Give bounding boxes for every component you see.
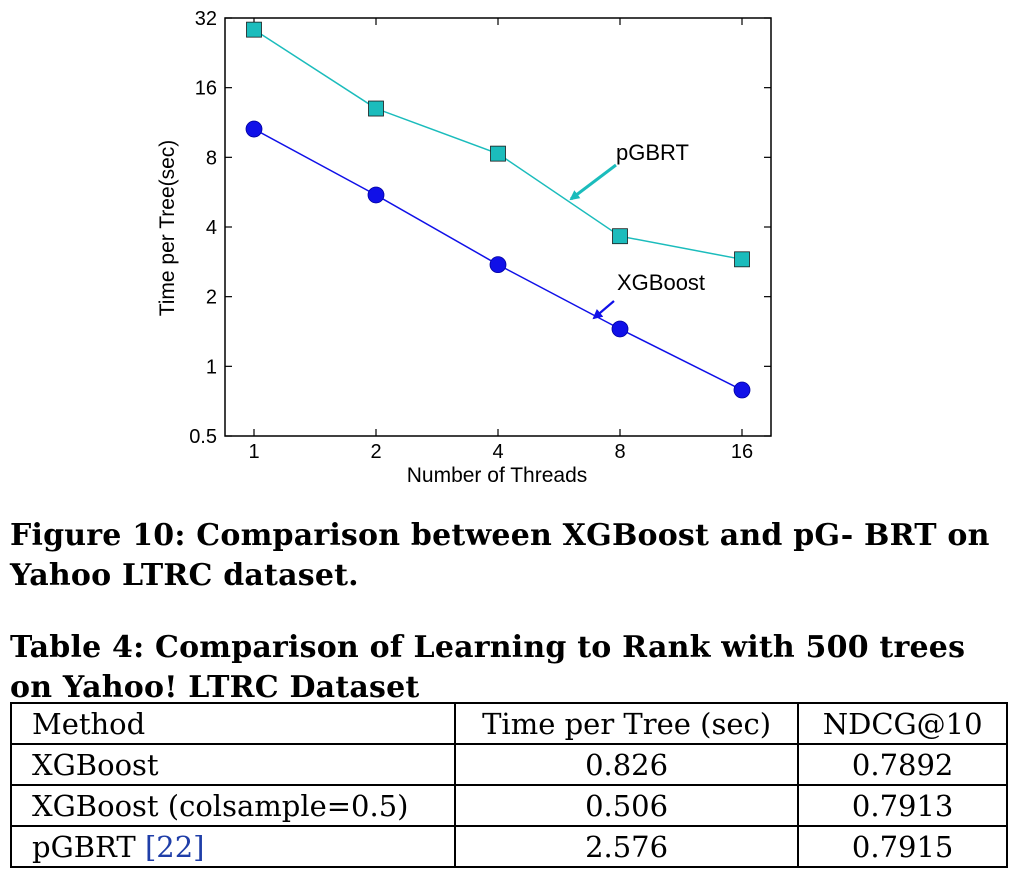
cell-time: 2.576: [453, 825, 800, 868]
header-method: Method: [10, 702, 456, 745]
results-table: Method Time per Tree (sec) NDCG@10 XGBoo…: [10, 702, 1008, 868]
y-tick-label: 32: [195, 8, 217, 30]
x-axis-label: Number of Threads: [407, 464, 588, 487]
figure-caption: Figure 10: Comparison between XGBoost an…: [10, 518, 990, 593]
x-axis: 1 2 4 8 16: [248, 18, 753, 463]
series-layer: [245, 21, 751, 399]
method-name: XGBoost (colsample=0.5): [32, 788, 409, 823]
method-name: pGBRT: [32, 829, 145, 864]
pgbrt-point: [246, 21, 262, 38]
y-tick-label: 16: [195, 78, 217, 100]
y-tick-label: 0.5: [189, 426, 217, 448]
x-tick-label: 4: [492, 441, 503, 463]
citation-link[interactable]: [22]: [144, 829, 205, 864]
table-row: XGBoost (colsample=0.5) 0.506 0.7913: [10, 784, 1008, 827]
xgboost-point: [611, 320, 629, 338]
y-axis-label: Time per Tree(sec): [156, 140, 179, 317]
pgbrt-point: [612, 228, 628, 245]
pgbrt-point: [368, 100, 384, 117]
pgbrt-annotation: pGBRT: [616, 140, 689, 165]
pgbrt-annotation-arrow: [569, 163, 617, 201]
pgbrt-point: [490, 145, 506, 162]
y-tick-label: 4: [206, 217, 217, 239]
cell-time: 0.826: [453, 743, 800, 786]
xgboost-annotation-arrow: [592, 300, 615, 320]
xgboost-point: [367, 186, 385, 204]
xgboost-annotation: XGBoost: [617, 270, 705, 295]
thread-scaling-chart: 0.5 1 2 4 8 16 32 1 2 4 8 16 Number of Threads Tim…: [156, 8, 772, 487]
table-row: pGBRT [22] 2.576 0.7915: [10, 825, 1008, 868]
y-tick-label: 2: [206, 287, 217, 309]
plot-frame: [224, 17, 772, 437]
y-axis: 0.5 1 2 4 8 16 32: [189, 8, 771, 448]
xgboost-point: [245, 120, 263, 138]
cell-ndcg: 0.7915: [797, 825, 1008, 868]
table-row: XGBoost 0.826 0.7892: [10, 743, 1008, 786]
x-tick-label: 8: [614, 441, 625, 463]
y-tick-label: 1: [206, 356, 217, 378]
x-tick-label: 1: [248, 441, 259, 463]
pgbrt-point: [734, 251, 750, 268]
xgboost-point: [489, 256, 507, 274]
cell-method: XGBoost (colsample=0.5): [10, 784, 456, 827]
header-ndcg: NDCG@10: [797, 702, 1008, 745]
x-tick-label: 2: [370, 441, 381, 463]
cell-method: XGBoost: [10, 743, 456, 786]
header-time: Time per Tree (sec): [453, 702, 800, 745]
cell-ndcg: 0.7892: [797, 743, 1008, 786]
y-tick-label: 8: [206, 147, 217, 169]
xgboost-point: [733, 381, 751, 399]
table-caption: Table 4: Comparison of Learning to Rank …: [10, 630, 966, 705]
x-tick-label: 16: [731, 441, 753, 463]
method-name: XGBoost: [32, 747, 159, 782]
cell-time: 0.506: [453, 784, 800, 827]
cell-ndcg: 0.7913: [797, 784, 1008, 827]
table-header-row: Method Time per Tree (sec) NDCG@10: [10, 702, 1008, 745]
cell-method: pGBRT [22]: [10, 825, 456, 868]
